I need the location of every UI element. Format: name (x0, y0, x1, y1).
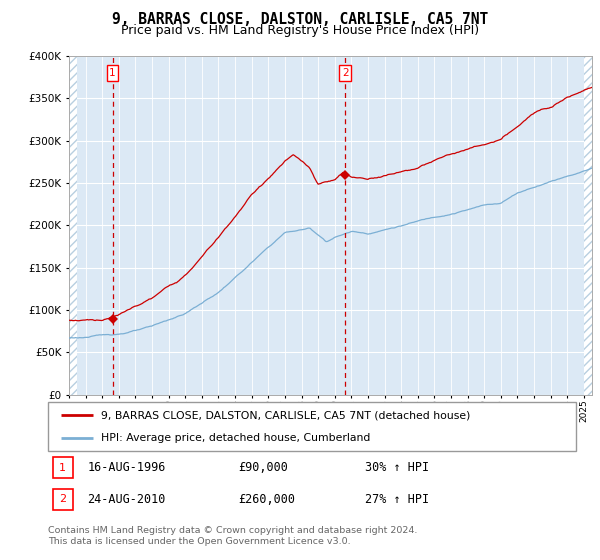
Bar (53, 488, 73, 510)
Text: £260,000: £260,000 (238, 493, 295, 506)
Text: 1: 1 (59, 463, 66, 473)
Bar (584, 56, 592, 395)
Text: Contains HM Land Registry data © Crown copyright and database right 2024.
This d: Contains HM Land Registry data © Crown c… (48, 526, 418, 546)
Bar (53, 457, 73, 478)
Text: £90,000: £90,000 (238, 461, 288, 474)
Text: 27% ↑ HPI: 27% ↑ HPI (365, 493, 429, 506)
Text: 30% ↑ HPI: 30% ↑ HPI (365, 461, 429, 474)
Text: 2: 2 (59, 494, 67, 504)
Text: 9, BARRAS CLOSE, DALSTON, CARLISLE, CA5 7NT: 9, BARRAS CLOSE, DALSTON, CARLISLE, CA5 … (112, 12, 488, 27)
Text: 16-AUG-1996: 16-AUG-1996 (88, 461, 166, 474)
Text: 2: 2 (342, 68, 349, 78)
Bar (69, 56, 77, 395)
Text: Price paid vs. HM Land Registry's House Price Index (HPI): Price paid vs. HM Land Registry's House … (121, 24, 479, 37)
Text: 24-AUG-2010: 24-AUG-2010 (88, 493, 166, 506)
Text: 9, BARRAS CLOSE, DALSTON, CARLISLE, CA5 7NT (detached house): 9, BARRAS CLOSE, DALSTON, CARLISLE, CA5 … (101, 410, 470, 421)
Text: HPI: Average price, detached house, Cumberland: HPI: Average price, detached house, Cumb… (101, 433, 370, 444)
Text: 1: 1 (109, 68, 116, 78)
